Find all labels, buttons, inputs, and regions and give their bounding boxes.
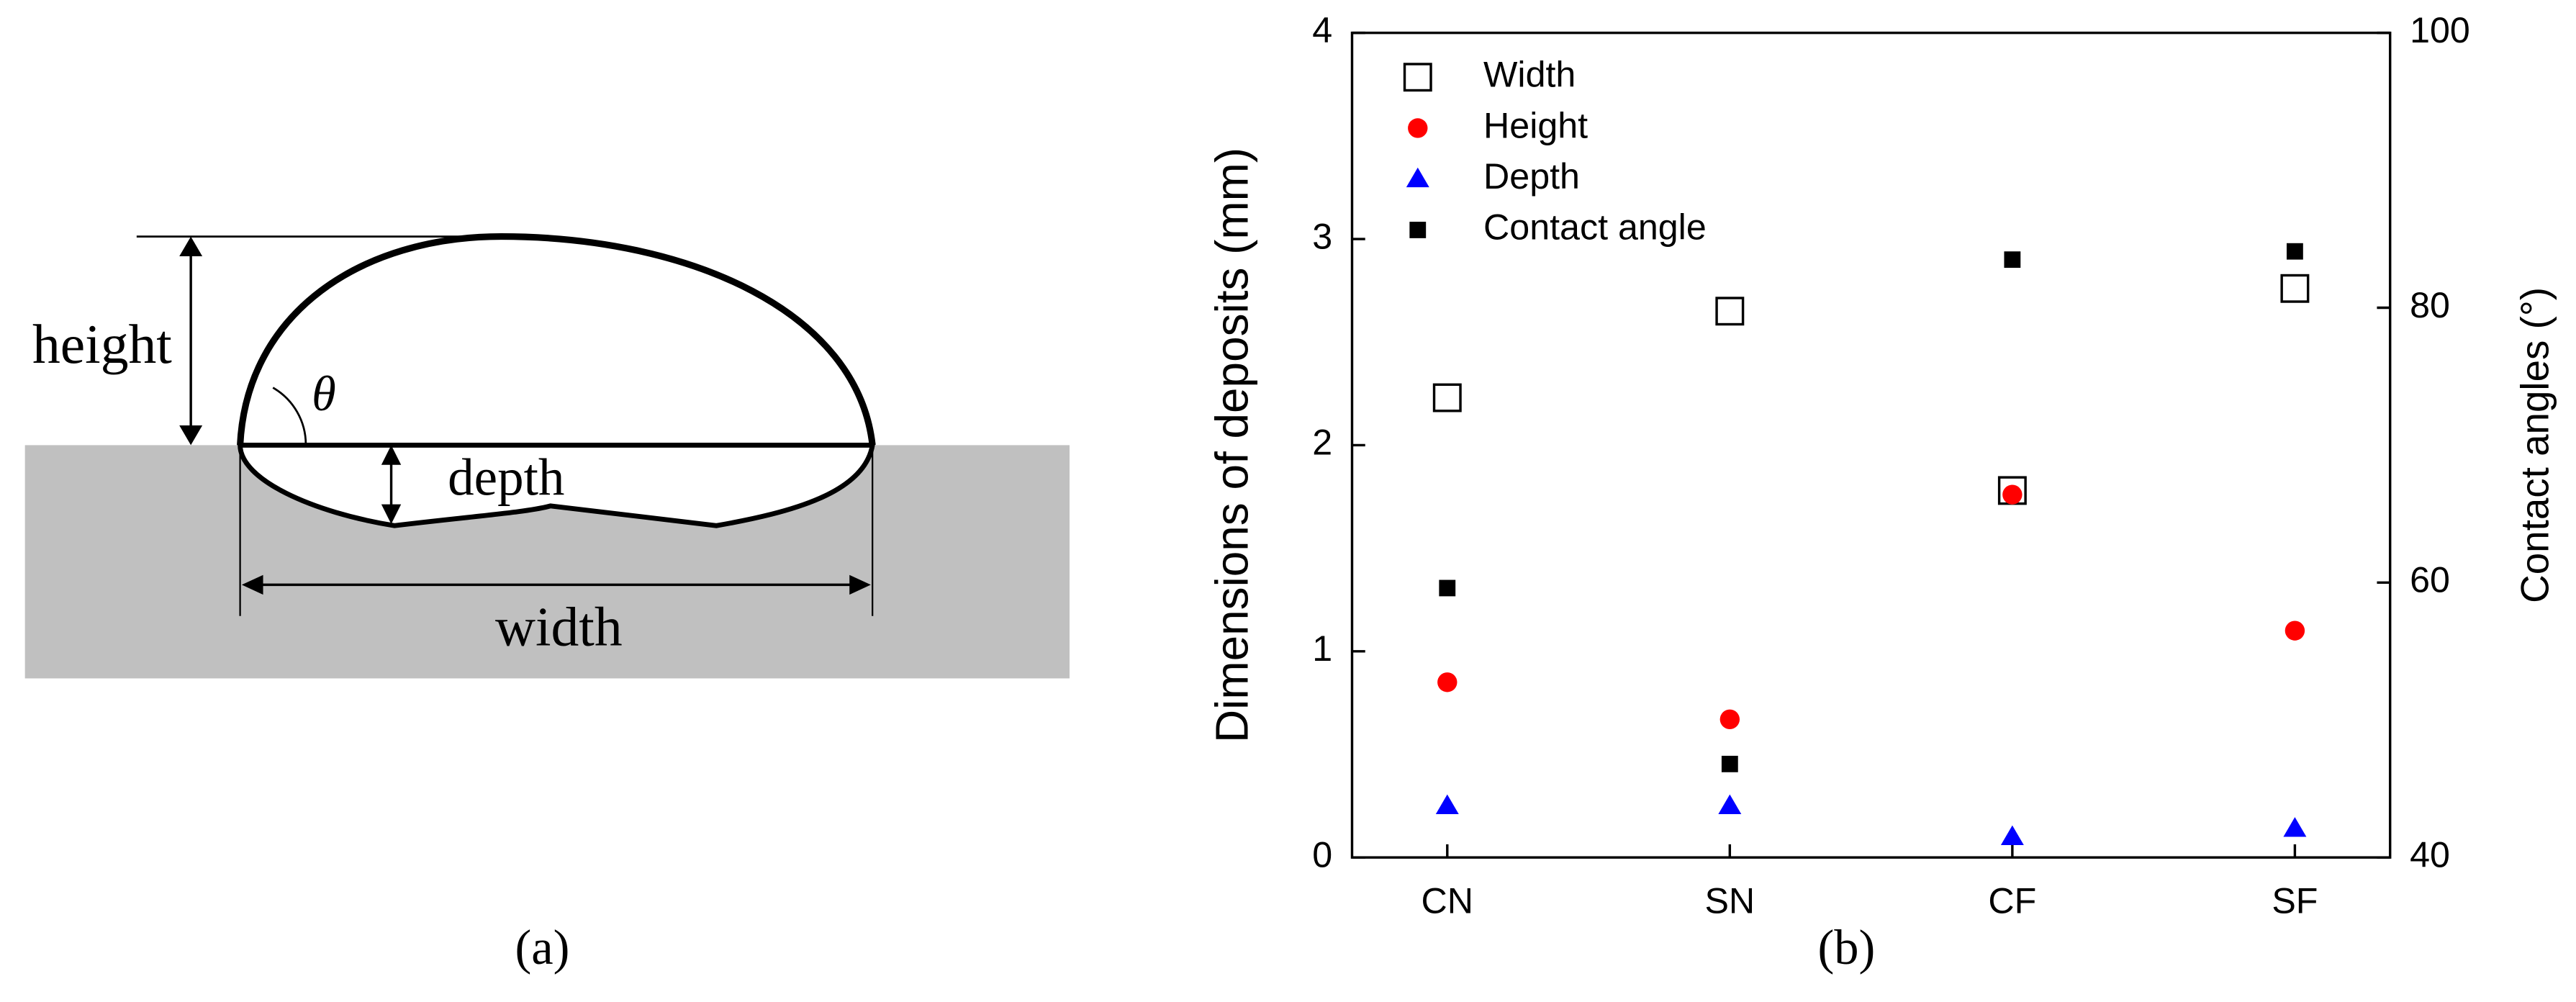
legend-marker	[1408, 118, 1428, 138]
caption-a: (a)	[515, 920, 570, 975]
point	[1719, 709, 1740, 729]
point	[1432, 383, 1462, 412]
label-angle: θ	[312, 366, 336, 421]
point	[1718, 794, 1742, 814]
y2-axis-label: Contact angles (°)	[2513, 287, 2557, 603]
point	[1435, 794, 1459, 814]
x-tick-label: SF	[2272, 880, 2318, 921]
point	[2000, 825, 2024, 845]
legend-label: Width	[1483, 55, 1576, 95]
y-tick-label: 4	[1312, 10, 1332, 50]
point	[1721, 755, 1738, 772]
legend-label: Depth	[1483, 156, 1580, 197]
point	[1715, 297, 1745, 326]
x-tick-label: CF	[1988, 880, 2036, 921]
caption-b: (b)	[1817, 920, 1875, 975]
legend-label: Height	[1483, 105, 1588, 145]
label-width: width	[495, 595, 623, 657]
label-height: height	[32, 313, 172, 375]
y2-tick-label: 60	[2410, 560, 2450, 600]
legend-label: Contact angle	[1483, 207, 1707, 248]
x-tick-label: SN	[1704, 880, 1755, 921]
deposit-dome	[237, 233, 876, 446]
y-axis-label: Dimensions of deposits (mm)	[1206, 148, 1257, 743]
point	[1439, 579, 1456, 597]
y-tick-label: 1	[1312, 628, 1332, 669]
legend-marker	[1409, 222, 1427, 238]
angle-arc	[272, 387, 307, 446]
point	[2284, 620, 2305, 641]
y2-tick-label: 80	[2410, 285, 2450, 325]
x-tick-label: CN	[1422, 880, 1473, 921]
depth-arrowheads	[381, 445, 402, 524]
legend-marker	[1403, 63, 1432, 92]
y-tick-label: 2	[1312, 423, 1332, 463]
point	[2287, 243, 2303, 260]
y2-tick-label: 100	[2410, 10, 2470, 50]
point	[2004, 251, 2021, 268]
diagram: height θ depth width (a)	[24, 233, 1070, 975]
point	[1437, 672, 1458, 692]
point	[2002, 484, 2023, 505]
label-depth: depth	[448, 448, 564, 507]
y2-tick-label: 40	[2410, 834, 2450, 875]
y-tick-label: 0	[1312, 834, 1332, 875]
point	[2283, 817, 2307, 837]
point	[2280, 274, 2310, 303]
y-tick-label: 3	[1312, 216, 1332, 256]
legend-marker	[1406, 167, 1429, 188]
